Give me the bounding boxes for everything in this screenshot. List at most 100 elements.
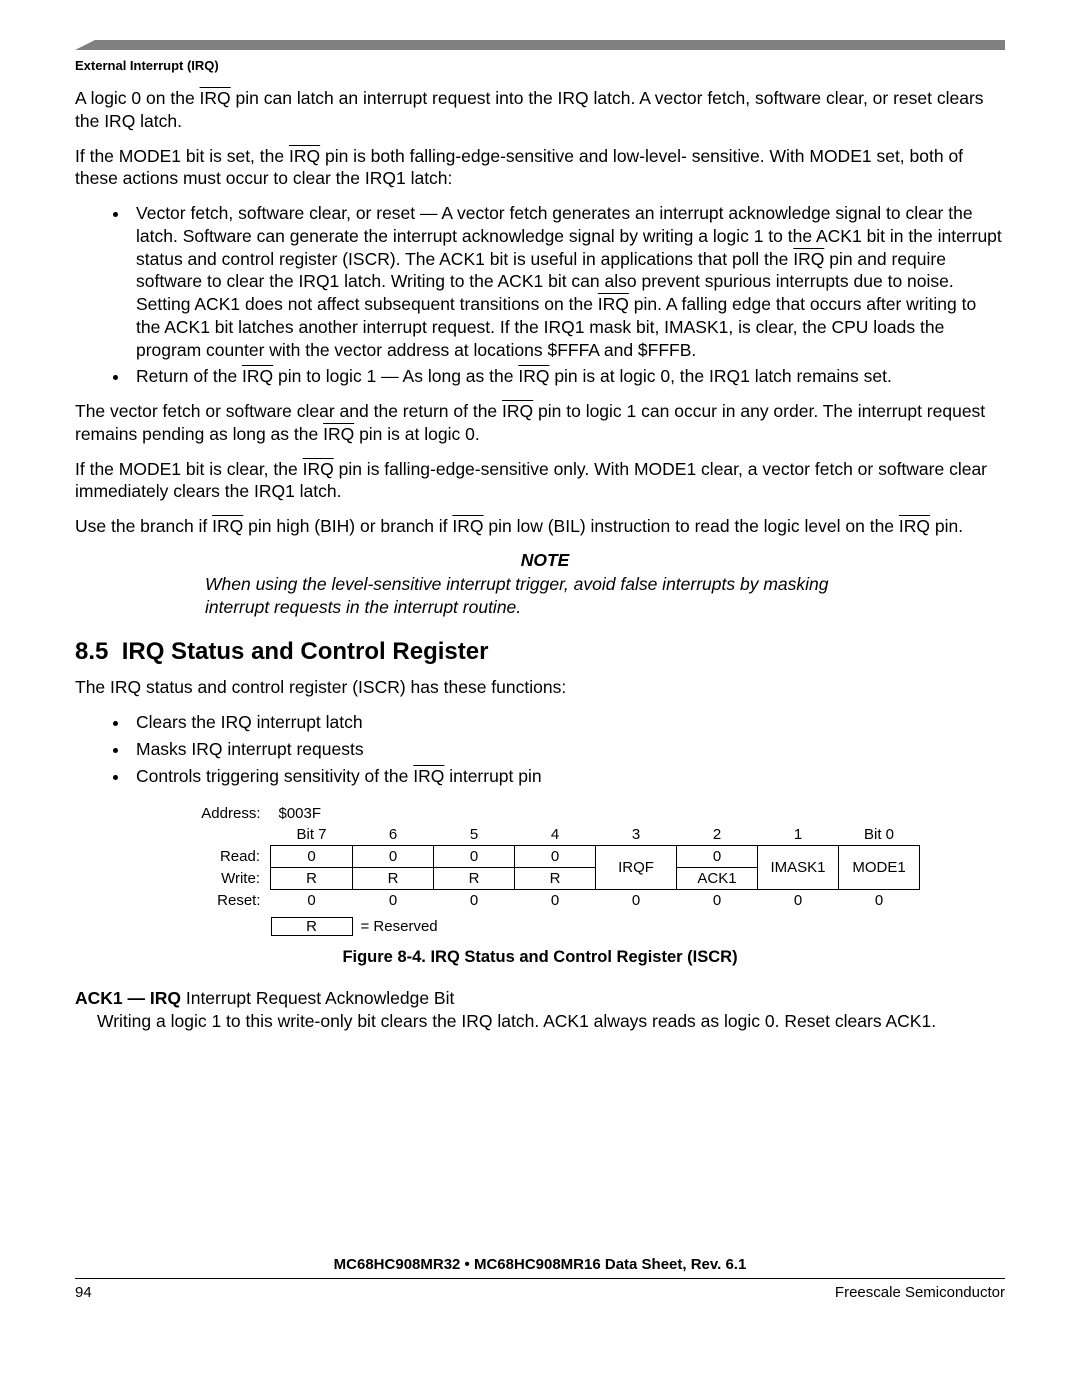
running-header: External Interrupt (IRQ): [75, 58, 1005, 73]
bullet-list: Vector fetch, software clear, or reset —…: [75, 202, 1005, 388]
page-number: 94: [75, 1284, 92, 1301]
bit-cell: 0: [434, 846, 515, 868]
bit-label: Bit 7: [271, 824, 353, 846]
bit-label: 2: [677, 824, 758, 846]
reset-cell: 0: [434, 890, 515, 912]
signal-irq: IRQ: [598, 294, 629, 314]
page: External Interrupt (IRQ) A logic 0 on th…: [0, 0, 1080, 1327]
reset-cell: 0: [839, 890, 920, 912]
text: The vector fetch or software clear and t…: [75, 401, 502, 421]
signal-irq: IRQ: [452, 516, 483, 536]
legend-box: R: [271, 917, 353, 936]
paragraph: The vector fetch or software clear and t…: [75, 400, 1005, 446]
legend-row: R = Reserved: [160, 911, 920, 938]
note-heading: NOTE: [205, 550, 885, 571]
text: pin high (BIH) or branch if: [243, 516, 452, 536]
section-number: 8.5: [75, 638, 108, 665]
list-item: Clears the IRQ interrupt latch: [130, 711, 1005, 734]
list-item: Vector fetch, software clear, or reset —…: [130, 202, 1005, 361]
footer-title: MC68HC908MR32 • MC68HC908MR16 Data Sheet…: [0, 1256, 1080, 1273]
paragraph: A logic 0 on the IRQ pin can latch an in…: [75, 87, 1005, 133]
legend-text: = Reserved: [353, 911, 920, 938]
list-item: Return of the IRQ pin to logic 1 — As lo…: [130, 365, 1005, 388]
reset-row: Reset: 0 0 0 0 0 0 0 0: [160, 890, 920, 912]
address-label: Address:: [160, 803, 271, 824]
note-body: When using the level-sensitive interrupt…: [205, 573, 885, 619]
company-name: Freescale Semiconductor: [835, 1284, 1005, 1301]
text: If the MODE1 bit is clear, the: [75, 459, 303, 479]
list-item: Masks IRQ interrupt requests: [130, 738, 1005, 761]
read-label: Read:: [160, 846, 271, 868]
register-table: Address: $003F Bit 7 6 5 4 3 2 1 Bit 0 R…: [160, 803, 920, 938]
bit-cell: R: [515, 868, 596, 890]
signal-irq: IRQ: [502, 401, 533, 421]
reset-cell: 0: [353, 890, 434, 912]
text: Controls triggering sensitivity of the: [136, 766, 413, 786]
field-definition: ACK1 — IRQ Interrupt Request Acknowledge…: [75, 987, 1005, 1033]
field-description: Writing a logic 1 to this write-only bit…: [97, 1010, 1005, 1033]
bit-cell: 0: [271, 846, 353, 868]
text: pin low (BIL) instruction to read the lo…: [484, 516, 899, 536]
signal-irq: IRQ: [200, 88, 231, 108]
signal-irq: IRQ: [323, 424, 354, 444]
signal-irq: IRQ: [212, 516, 243, 536]
signal-irq: IRQ: [303, 459, 334, 479]
reset-cell: 0: [677, 890, 758, 912]
bit-cell: R: [353, 868, 434, 890]
bit-cell-irqf: IRQF: [596, 846, 677, 890]
bit-cell: R: [434, 868, 515, 890]
bit-label: 1: [758, 824, 839, 846]
bit-cell-ack1: ACK1: [677, 868, 758, 890]
signal-irq: IRQ: [518, 366, 549, 386]
text: pin is at logic 0, the IRQ1 latch remain…: [549, 366, 891, 386]
reset-cell: 0: [271, 890, 353, 912]
text: pin is at logic 0.: [354, 424, 479, 444]
read-row: Read: 0 0 0 0 IRQF 0 IMASK1 MODE1: [160, 846, 920, 868]
reset-label: Reset:: [160, 890, 271, 912]
bit-cell: 0: [353, 846, 434, 868]
text: If the MODE1 bit is set, the: [75, 146, 289, 166]
section-title: IRQ Status and Control Register: [122, 638, 489, 665]
bit-label: 5: [434, 824, 515, 846]
paragraph: The IRQ status and control register (ISC…: [75, 676, 1005, 699]
text: Return of the: [136, 366, 242, 386]
signal-irq: IRQ: [899, 516, 930, 536]
text: interrupt pin: [444, 766, 541, 786]
reset-cell: 0: [596, 890, 677, 912]
header-rule: [95, 40, 1005, 50]
text: pin to logic 1 — As long as the: [273, 366, 518, 386]
bit-header-row: Bit 7 6 5 4 3 2 1 Bit 0: [160, 824, 920, 846]
text: pin.: [930, 516, 963, 536]
footer-rule: [75, 1278, 1005, 1279]
figure-caption: Figure 8-4. IRQ Status and Control Regis…: [75, 948, 1005, 967]
signal-irq: IRQ: [242, 366, 273, 386]
reset-cell: 0: [515, 890, 596, 912]
paragraph: If the MODE1 bit is clear, the IRQ pin i…: [75, 458, 1005, 504]
bit-cell-imask1: IMASK1: [758, 846, 839, 890]
bullet-list: Clears the IRQ interrupt latch Masks IRQ…: [75, 711, 1005, 787]
address-value: $003F: [271, 803, 920, 824]
address-row: Address: $003F: [160, 803, 920, 824]
field-title: Interrupt Request Acknowledge Bit: [181, 988, 454, 1008]
signal-irq: IRQ: [413, 766, 444, 786]
signal-irq: IRQ: [289, 146, 320, 166]
paragraph: Use the branch if IRQ pin high (BIH) or …: [75, 515, 1005, 538]
bit-label: 6: [353, 824, 434, 846]
text: Use the branch if: [75, 516, 212, 536]
text: A logic 0 on the: [75, 88, 200, 108]
bit-cell: R: [271, 868, 353, 890]
bit-cell: 0: [515, 846, 596, 868]
bit-label: 4: [515, 824, 596, 846]
list-item: Controls triggering sensitivity of the I…: [130, 765, 1005, 788]
signal-irq: IRQ: [793, 249, 824, 269]
bit-label: 3: [596, 824, 677, 846]
bit-cell-mode1: MODE1: [839, 846, 920, 890]
paragraph: If the MODE1 bit is set, the IRQ pin is …: [75, 145, 1005, 191]
note-block: NOTE When using the level-sensitive inte…: [205, 550, 885, 619]
write-label: Write:: [160, 868, 271, 890]
field-name: ACK1 — IRQ: [75, 988, 181, 1008]
bit-cell: 0: [677, 846, 758, 868]
reset-cell: 0: [758, 890, 839, 912]
section-heading: 8.5 IRQ Status and Control Register: [75, 638, 1005, 666]
bit-label: Bit 0: [839, 824, 920, 846]
